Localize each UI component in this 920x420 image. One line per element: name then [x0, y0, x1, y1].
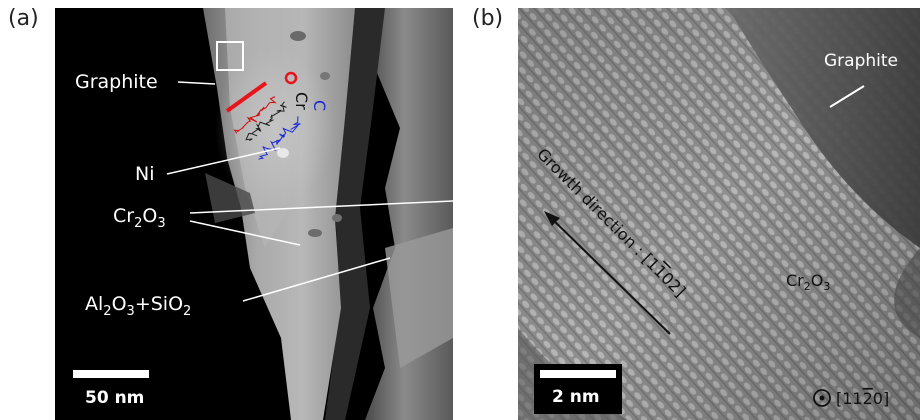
graphite-edge [894, 248, 920, 338]
leader-graphite-b [829, 85, 865, 108]
panel-b-letter: (b) [472, 6, 504, 31]
particle [290, 31, 306, 41]
growth-arrowhead [544, 211, 560, 226]
particle [320, 72, 330, 80]
micrograph-a-svg: Cr C Graphite Ni Cr2O3 Al2O3+SiO2 50 nm [55, 8, 453, 420]
label-cr2o3: Cr2O3 [113, 205, 166, 231]
region-box [216, 41, 244, 71]
leader-ni [166, 147, 281, 175]
dark-gap [325, 8, 385, 420]
zone-axis-circle [813, 389, 831, 407]
micrograph-b: Graphite Growth direction : [1102] Cr2O3… [518, 8, 920, 420]
label-graphite-b: Graphite [824, 51, 898, 71]
particle [332, 214, 342, 222]
zone-axis-label: [1120] [836, 389, 889, 408]
oxygen-marker [284, 71, 298, 85]
trace-black [245, 101, 287, 141]
ni-particle [277, 148, 289, 158]
leader-cr2o3-2 [189, 220, 301, 246]
scale-label-a: 50 nm [85, 388, 144, 408]
zone-axis-dot [819, 395, 825, 401]
line-profile [225, 81, 268, 113]
leader-al2o3 [242, 257, 391, 302]
grain-right-lower [385, 228, 453, 368]
graphite-zone [728, 8, 920, 248]
label-ni: Ni [135, 163, 155, 185]
micrograph-b-svg: Graphite Growth direction : [1102] Cr2O3… [518, 8, 920, 420]
glow [215, 48, 335, 208]
scale-bar-b [540, 370, 616, 378]
leader-graphite [177, 81, 216, 85]
scale-label-b: 2 nm [552, 387, 600, 407]
scale-bar-a [73, 370, 149, 378]
particle [308, 229, 322, 237]
leader-cr2o3-1 [189, 200, 453, 214]
trace-blue [258, 116, 301, 160]
panel-a-letter: (a) [8, 6, 39, 31]
micrograph-a: Cr C Graphite Ni Cr2O3 Al2O3+SiO2 50 nm [55, 8, 453, 420]
growth-arrow-line [547, 214, 671, 335]
label-cr2o3-b: Cr2O3 [786, 271, 830, 293]
label-al2o3-sio2: Al2O3+SiO2 [85, 293, 191, 319]
c-marker: C [310, 100, 329, 111]
label-graphite: Graphite [75, 71, 158, 93]
cr-marker: Cr [292, 92, 311, 110]
trace-red [233, 96, 277, 134]
